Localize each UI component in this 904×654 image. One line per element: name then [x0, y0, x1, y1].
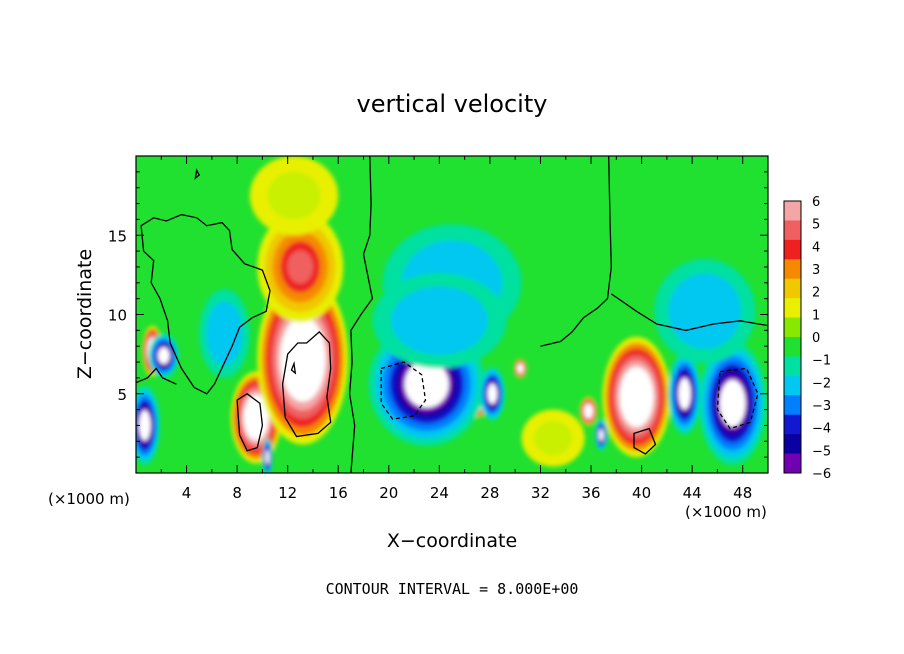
x-tick-label: 20 — [379, 484, 398, 502]
colorbar-label: −5 — [812, 444, 831, 459]
contour-updraft-right — [633, 427, 657, 455]
contour-downdraft-core — [380, 361, 427, 420]
colorbar-label: 5 — [812, 218, 820, 233]
field-blob-11-6 — [678, 378, 691, 410]
field-layers — [136, 156, 767, 473]
field-blob-15-6 — [265, 449, 270, 465]
colorbar-swatch — [784, 220, 801, 241]
field-blob-21-1 — [534, 421, 573, 456]
x-tick-label: 28 — [480, 484, 499, 502]
field-blob-5-5 — [619, 366, 654, 427]
plot-area — [135, 155, 769, 474]
y-tick-label: 5 — [117, 386, 127, 404]
x-axis-label: X−coordinate — [387, 530, 517, 552]
contour-updraft-left — [236, 393, 264, 452]
colorbar-swatch — [784, 298, 801, 318]
contour-downdraft-right — [716, 367, 759, 430]
colorbar-swatch — [784, 414, 801, 435]
contour-lines — [136, 156, 768, 473]
field-blob-2-4 — [287, 250, 314, 284]
colorbar-label: −1 — [812, 354, 831, 369]
x-tick-label: 48 — [733, 484, 752, 502]
y-tick-labels: 5 10 15 — [108, 227, 127, 404]
field-blob-20-1 — [267, 171, 321, 220]
axis-ticks — [136, 155, 769, 473]
x-tick-labels: 4 8 12 16 20 24 28 32 36 40 44 48 — [182, 484, 752, 502]
colorbar-swatch — [784, 434, 801, 454]
x-tick-label: 36 — [581, 484, 600, 502]
field-blob-10-6 — [719, 379, 746, 427]
x-tick-label: 44 — [683, 484, 702, 502]
colorbar-swatch — [784, 453, 801, 474]
contour-interval-note: CONTOUR INTERVAL = 8.000E+00 — [326, 580, 579, 598]
contour-left-edge — [136, 367, 177, 385]
colorbar-label: −6 — [812, 467, 831, 482]
chart-title: vertical velocity — [357, 90, 548, 118]
y-tick-label: 10 — [108, 307, 127, 325]
contour-right-upper — [610, 293, 768, 332]
x-tick-label: 8 — [232, 484, 242, 502]
field-blob-12-6 — [139, 410, 151, 441]
y-tick-label: 15 — [108, 227, 127, 245]
colorbar-swatch — [784, 239, 801, 260]
field-blob-6-5 — [584, 404, 593, 419]
field-blob-13-6 — [158, 347, 170, 365]
colorbar — [783, 200, 802, 474]
colorbar-label: 6 — [812, 195, 820, 210]
field-blob-17-2 — [412, 301, 467, 340]
x-axis-unit: (×1000 m) — [685, 503, 767, 521]
colorbar-swatch — [784, 356, 801, 377]
contour-small-loop — [290, 361, 297, 375]
field-blob-14-6 — [598, 429, 604, 441]
colorbar-swatch — [784, 317, 801, 338]
colorbar-label: −4 — [812, 422, 831, 437]
colorbar-label: 1 — [812, 308, 820, 323]
field-blob-0-5 — [243, 394, 269, 441]
field-blob-8-6 — [404, 360, 449, 408]
field-blob-1-5 — [280, 316, 326, 402]
y-axis-unit: (×1000 m) — [48, 490, 130, 508]
contour-right-boundary — [540, 156, 612, 347]
colorbar-label: −2 — [812, 376, 831, 391]
x-tick-label: 32 — [531, 484, 550, 502]
contour-tiny-loop — [194, 168, 201, 180]
colorbar-swatch — [784, 201, 801, 221]
colorbar-swatch — [784, 259, 801, 280]
contour-mid-boundary — [348, 156, 374, 473]
x-tick-label: 12 — [278, 484, 297, 502]
field-blob-9-6 — [487, 383, 498, 404]
colorbar-swatch — [784, 395, 801, 416]
colorbar-frame — [783, 200, 802, 474]
colorbar-swatch — [784, 278, 801, 299]
contour-left-system — [140, 213, 271, 395]
colorbar-label: 3 — [812, 263, 820, 278]
contour-updraft-core — [281, 330, 332, 438]
colorbar-label: 4 — [812, 240, 820, 255]
colorbar-label: −3 — [812, 399, 831, 414]
velocity-field — [136, 156, 767, 473]
colorbar-labels: 6 5 4 3 2 1 0 −1 −2 −3 −4 −5 −6 — [812, 195, 831, 482]
colorbar-label: 2 — [812, 286, 820, 301]
colorbar-label: 0 — [812, 331, 820, 346]
x-tick-label: 16 — [329, 484, 348, 502]
x-tick-label: 40 — [632, 484, 651, 502]
colorbar-swatch — [784, 337, 801, 357]
field-blob-4-5 — [517, 363, 524, 374]
y-axis-label: Z−coordinate — [74, 249, 96, 379]
x-tick-label: 24 — [430, 484, 449, 502]
field-blob-18-2 — [214, 315, 235, 352]
colorbar-swatch — [784, 375, 801, 396]
field-blob-19-2 — [684, 290, 725, 333]
x-tick-label: 4 — [182, 484, 192, 502]
